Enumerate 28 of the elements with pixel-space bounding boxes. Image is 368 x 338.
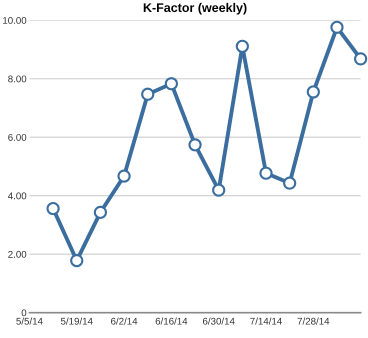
- x-tick-label: 5/5/14: [16, 318, 43, 325]
- point: [259, 166, 273, 180]
- point: [354, 52, 368, 66]
- point: [188, 138, 202, 152]
- y-tick-label: 4.00: [8, 192, 26, 200]
- chart-title: K-Factor (weekly): [144, 2, 247, 15]
- y-tick-label: 6.00: [8, 134, 26, 141]
- point: [141, 88, 154, 101]
- point: [117, 170, 131, 183]
- x-tick-label: 6/30/14: [202, 318, 235, 325]
- point: [46, 202, 60, 216]
- x-tick-label: 6/2/14: [111, 318, 138, 325]
- point: [283, 176, 296, 190]
- y-tick-label: 0: [22, 309, 26, 316]
- point: [212, 184, 226, 197]
- point: [306, 85, 320, 99]
- point: [70, 254, 84, 268]
- point: [164, 77, 178, 90]
- x-tick-label: 5/19/14: [60, 318, 93, 325]
- y-tick-label: 10.00: [3, 17, 26, 24]
- x-tick-label: 7/28/14: [298, 318, 330, 325]
- point: [94, 206, 108, 219]
- point: [236, 40, 249, 53]
- point: [330, 20, 344, 34]
- y-tick-label: 8.00: [8, 75, 26, 82]
- y-tick-label: 2.00: [8, 250, 26, 258]
- x-tick-label: 6/16/14: [156, 318, 188, 325]
- x-tick-label: 7/14/14: [250, 318, 282, 325]
